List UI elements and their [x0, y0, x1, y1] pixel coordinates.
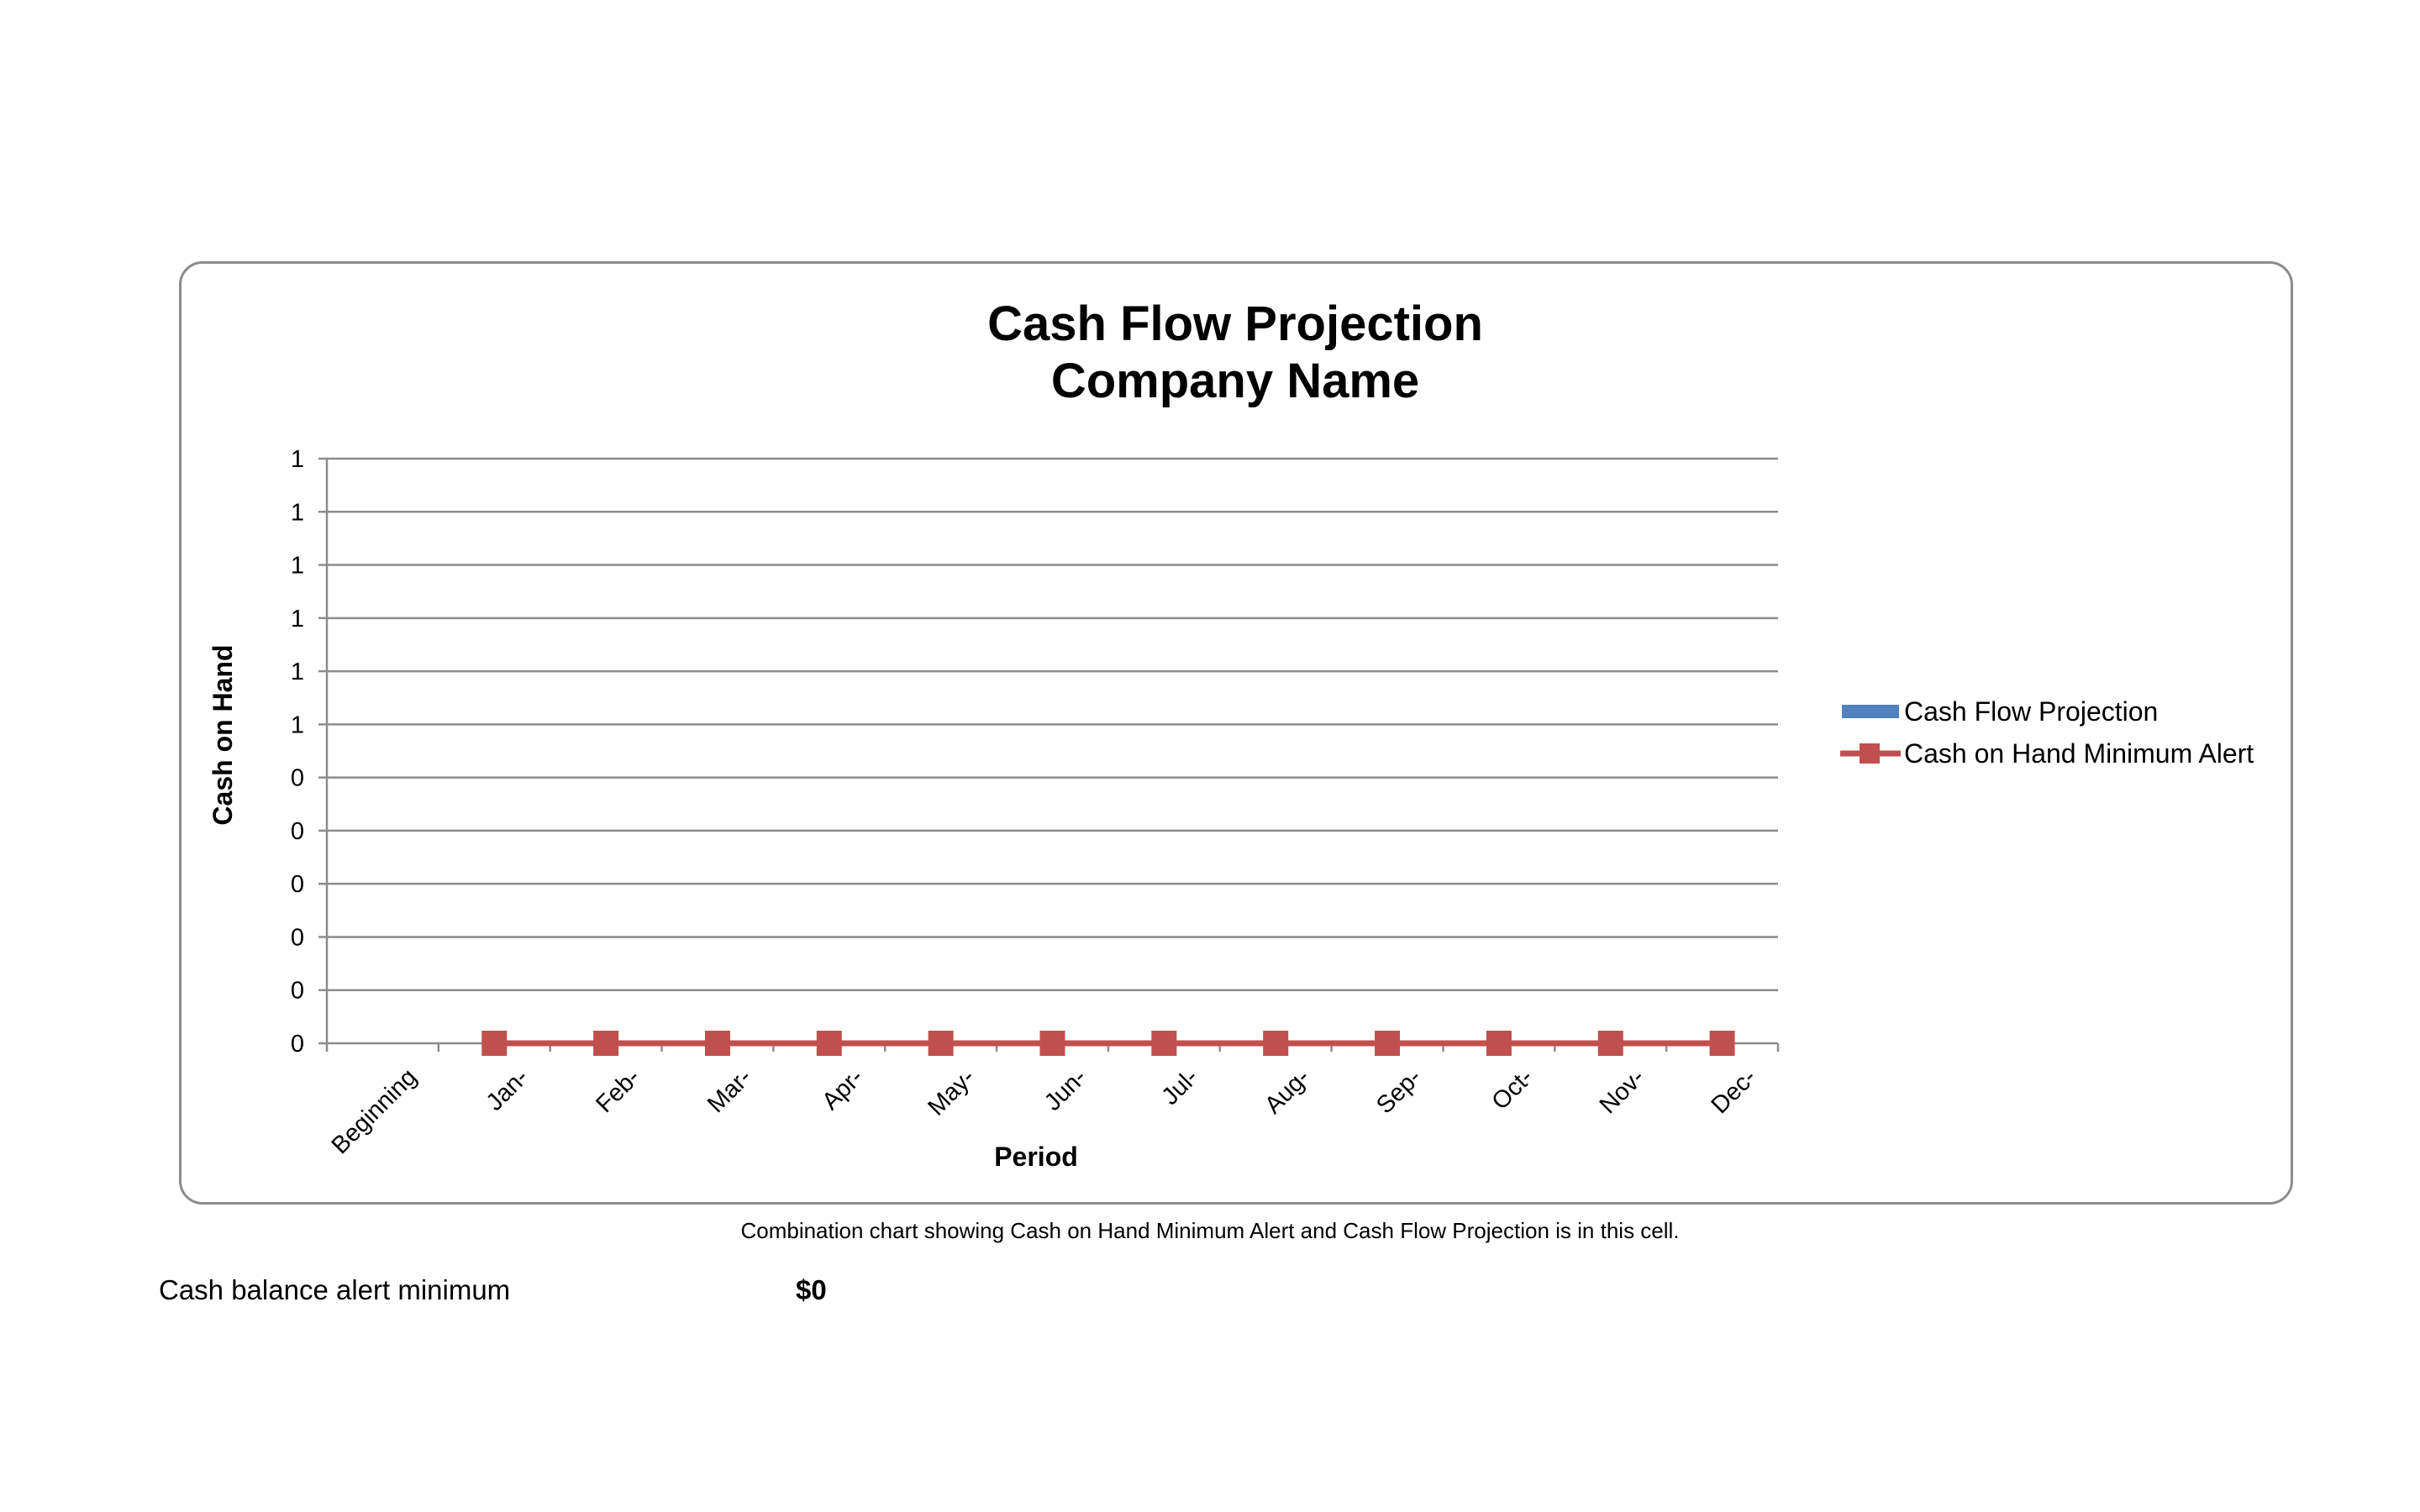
x-tick-label: May-	[923, 1063, 980, 1121]
x-tick-label: Beginning	[327, 1063, 423, 1159]
x-axis-title: Period	[994, 1142, 1078, 1172]
x-tick-label: Dec-	[1707, 1063, 1762, 1119]
cash-alert-value: $0	[796, 1274, 827, 1305]
y-tick-label: 1	[291, 499, 304, 526]
legend-swatch-marker	[1860, 743, 1880, 764]
series-marker	[481, 1031, 508, 1056]
y-tick-label: 0	[291, 978, 304, 1005]
y-tick-label: 0	[291, 1031, 304, 1058]
y-axis-tick-labels: 0 0 0 0 0 0 1 1 1 1 1 1	[291, 446, 304, 1058]
gridlines	[318, 457, 1778, 1045]
series-marker	[816, 1031, 842, 1056]
series-marker	[593, 1031, 619, 1056]
series-marker	[928, 1031, 954, 1056]
y-tick-label: 1	[291, 606, 304, 633]
cash-alert-label: Cash balance alert minimum	[159, 1274, 511, 1305]
y-axis-title: Cash on Hand	[208, 644, 238, 825]
series-marker	[1039, 1031, 1065, 1056]
x-tick-label: Aug-	[1260, 1063, 1315, 1119]
y-tick-label: 0	[291, 924, 304, 951]
x-tick-label: Nov-	[1595, 1063, 1650, 1119]
x-tick-label: Jul-	[1157, 1063, 1204, 1110]
axes	[325, 459, 1780, 1052]
y-tick-label: 1	[291, 711, 304, 738]
x-tick-label: Jan-	[481, 1063, 534, 1116]
y-tick-label: 1	[291, 446, 304, 473]
series-marker	[704, 1031, 730, 1056]
series-marker	[1597, 1031, 1623, 1056]
legend: Cash Flow Projection Cash on Hand Minimum…	[1840, 696, 2254, 769]
y-tick-label: 1	[291, 659, 304, 685]
y-tick-label: 0	[291, 871, 304, 898]
legend-swatch	[1842, 705, 1899, 718]
chart-title-line-1: Cash Flow Projection	[987, 297, 1483, 351]
y-tick-label: 0	[291, 818, 304, 845]
series-marker	[1709, 1031, 1735, 1056]
x-tick-label: Sep-	[1371, 1063, 1427, 1119]
x-tick-label: Jun-	[1039, 1063, 1092, 1116]
x-tick-label: Mar-	[702, 1063, 757, 1118]
series-marker	[1151, 1031, 1177, 1056]
series-marker	[1375, 1031, 1401, 1056]
y-tick-label: 1	[291, 553, 304, 580]
legend-label: Cash on Hand Minimum Alert	[1904, 738, 2254, 769]
series-marks	[481, 1031, 1735, 1056]
x-tick-label: Feb-	[591, 1063, 645, 1118]
x-tick-label: Oct-	[1486, 1063, 1538, 1115]
series-marker	[1486, 1031, 1512, 1056]
series-marker	[1263, 1031, 1289, 1056]
x-tick-label: Apr-	[817, 1063, 868, 1115]
legend-label: Cash Flow Projection	[1904, 696, 2158, 727]
chart-frame	[179, 261, 2293, 1205]
y-tick-label: 0	[291, 765, 304, 792]
chart-caption: Combination chart showing Cash on Hand M…	[740, 1218, 1680, 1243]
chart-title-line-2: Company Name	[1051, 354, 1419, 408]
